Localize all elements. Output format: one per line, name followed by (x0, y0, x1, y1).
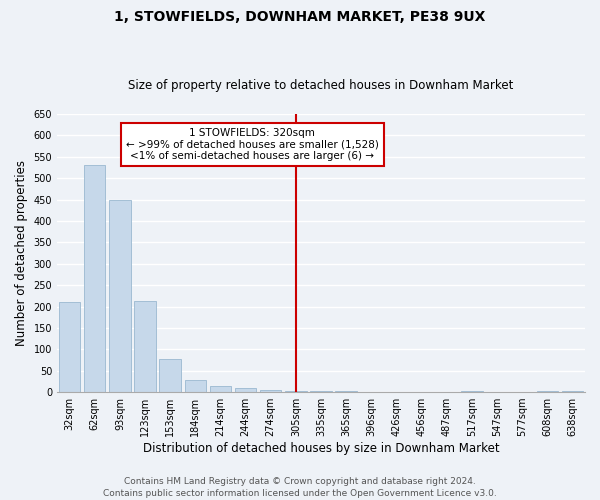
Bar (84, 166, 106, 392)
Bar (59, 302, 80, 392)
Bar (562, 391, 583, 392)
Bar (461, 391, 482, 392)
Bar (185, 380, 206, 392)
Bar (285, 391, 307, 392)
Bar (134, 301, 156, 392)
Text: 1, STOWFIELDS, DOWNHAM MARKET, PE38 9UX: 1, STOWFIELDS, DOWNHAM MARKET, PE38 9UX (115, 10, 485, 24)
Text: Contains HM Land Registry data © Crown copyright and database right 2024.
Contai: Contains HM Land Registry data © Crown c… (103, 476, 497, 498)
Text: 1 STOWFIELDS: 320sqm
← >99% of detached houses are smaller (1,528)
<1% of semi-d: 1 STOWFIELDS: 320sqm ← >99% of detached … (126, 128, 379, 161)
Y-axis label: Number of detached properties: Number of detached properties (15, 160, 28, 346)
Bar (260, 390, 281, 392)
X-axis label: Distribution of detached houses by size in Downham Market: Distribution of detached houses by size … (143, 442, 499, 455)
Bar (235, 388, 256, 392)
Bar (109, 200, 131, 392)
Bar (335, 391, 357, 392)
Bar (310, 391, 332, 392)
Bar (160, 358, 181, 392)
Title: Size of property relative to detached houses in Downham Market: Size of property relative to detached ho… (128, 79, 514, 92)
Bar (210, 386, 231, 392)
Bar (536, 391, 558, 392)
